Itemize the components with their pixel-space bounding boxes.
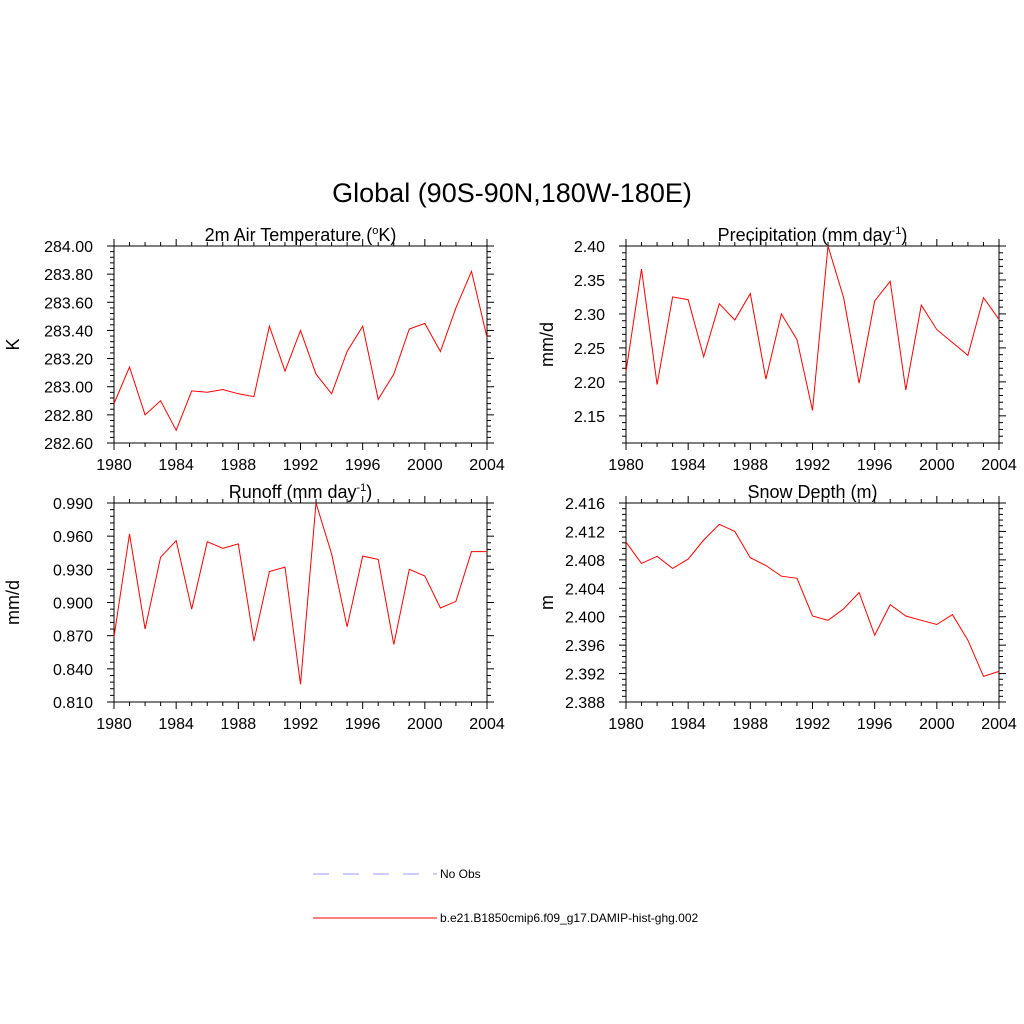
y-tick-label: 0.960: [53, 529, 93, 546]
x-tick-label: 2004: [469, 716, 505, 733]
y-tick-label: 0.930: [53, 562, 93, 579]
y-tick-label: 2.25: [574, 341, 605, 358]
x-tick-label: 1992: [795, 457, 831, 474]
x-tick-label: 2000: [919, 457, 955, 474]
y-tick-label: 283.20: [44, 352, 93, 369]
x-tick-label: 2004: [469, 457, 505, 474]
y-tick-label: 2.400: [565, 610, 605, 627]
x-tick-label: 2000: [919, 716, 955, 733]
x-tick-label: 1992: [283, 716, 319, 733]
x-tick-label: 1984: [670, 457, 706, 474]
x-tick-label: 1992: [283, 457, 319, 474]
figure-title: Global (90S-90N,180W-180E): [332, 178, 692, 208]
x-tick-label: 1980: [608, 716, 644, 733]
y-tick-label: 2.392: [565, 667, 605, 684]
y-tick-label: 2.396: [565, 638, 605, 655]
y-tick-label: 283.80: [44, 267, 93, 284]
y-tick-label: 0.870: [53, 629, 93, 646]
panel-precipitation: 1980 1984 1988 1992 1996 2000 2004 2.15 2.20 2.25…: [537, 225, 1017, 474]
legend-label-obs: No Obs: [440, 867, 481, 881]
panels-group: 1980 1984 1988 1992 1996 2000 2004 282.60 282.80…: [3, 225, 1017, 733]
y-tick-label: 283.40: [44, 323, 93, 340]
plot-frame-snow-depth: [625, 502, 1000, 703]
legend: No Obs b.e21.B1850cmip6.f09_g17.DAMIP-hi…: [313, 867, 698, 925]
legend-label-model: b.e21.B1850cmip6.f09_g17.DAMIP-hist-ghg.…: [440, 911, 698, 925]
panel-runoff: 1980 1984 1988 1992 1996 2000 2004 0.810 0.840 0.…: [3, 482, 505, 733]
y-axis-label: m: [537, 595, 557, 610]
x-tick-label: 2004: [981, 457, 1017, 474]
y-tick-label: 0.990: [53, 496, 93, 513]
x-tick-label: 2000: [407, 457, 443, 474]
y-tick-label: 2.416: [565, 496, 605, 513]
y-tick-label: 2.35: [574, 273, 605, 290]
x-tick-label: 1984: [670, 716, 706, 733]
panel-title: 2m Air Temperature (oK): [205, 225, 397, 245]
y-tick-label: 284.00: [44, 239, 93, 256]
panel-snow-depth: 1980 1984 1988 1992 1996 2000 2004 2.388 2.392 2.…: [537, 482, 1017, 733]
y-tick-label: 0.900: [53, 596, 93, 613]
x-tick-label: 1980: [96, 716, 132, 733]
y-tick-label: 0.810: [53, 695, 93, 712]
y-tick-label: 283.60: [44, 295, 93, 312]
y-tick-label: 282.60: [44, 436, 93, 453]
y-tick-label: 2.40: [574, 239, 605, 256]
x-tick-label: 1980: [96, 457, 132, 474]
y-axis-label: K: [3, 338, 23, 350]
series-line-runoff: [113, 502, 487, 685]
y-tick-label: 282.80: [44, 408, 93, 425]
y-tick-label: 2.388: [565, 695, 605, 712]
y-tick-label: 2.15: [574, 409, 605, 426]
x-tick-label: 1984: [158, 457, 194, 474]
y-tick-label: 0.840: [53, 662, 93, 679]
y-tick-label: 2.412: [565, 524, 605, 541]
x-tick-label: 1996: [857, 716, 893, 733]
x-tick-label: 1996: [857, 457, 893, 474]
x-tick-label: 1996: [345, 457, 381, 474]
panel-title: Precipitation (mm day-1): [718, 225, 908, 245]
y-tick-label: 283.00: [44, 380, 93, 397]
series-line-snow-depth: [625, 523, 1000, 678]
y-tick-label: 2.404: [565, 581, 605, 598]
panel-title: Runoff (mm day-1): [229, 482, 373, 502]
x-tick-label: 1980: [608, 457, 644, 474]
x-tick-label: 1988: [221, 716, 257, 733]
panel-temperature: 1980 1984 1988 1992 1996 2000 2004 282.60 282.80…: [3, 225, 505, 474]
plot-frame-precipitation: [625, 245, 1000, 444]
y-tick-label: 2.408: [565, 553, 605, 570]
y-axis-label: mm/d: [3, 580, 23, 625]
x-tick-label: 1996: [345, 716, 381, 733]
x-tick-label: 1988: [221, 457, 257, 474]
x-tick-label: 2004: [981, 716, 1017, 733]
series-line-temperature: [113, 269, 488, 432]
y-tick-label: 2.30: [574, 307, 605, 324]
x-tick-label: 1988: [733, 716, 769, 733]
plot-frame-runoff: [113, 502, 488, 703]
x-tick-label: 1988: [733, 457, 769, 474]
y-axis-label: mm/d: [537, 322, 557, 367]
x-tick-label: 1992: [795, 716, 831, 733]
x-tick-label: 1984: [158, 716, 194, 733]
x-tick-label: 2000: [407, 716, 443, 733]
plot-frame-temperature: [113, 245, 488, 444]
series-line-precipitation: [625, 245, 1000, 411]
y-tick-label: 2.20: [574, 375, 605, 392]
panel-title: Snow Depth (m): [747, 482, 877, 502]
